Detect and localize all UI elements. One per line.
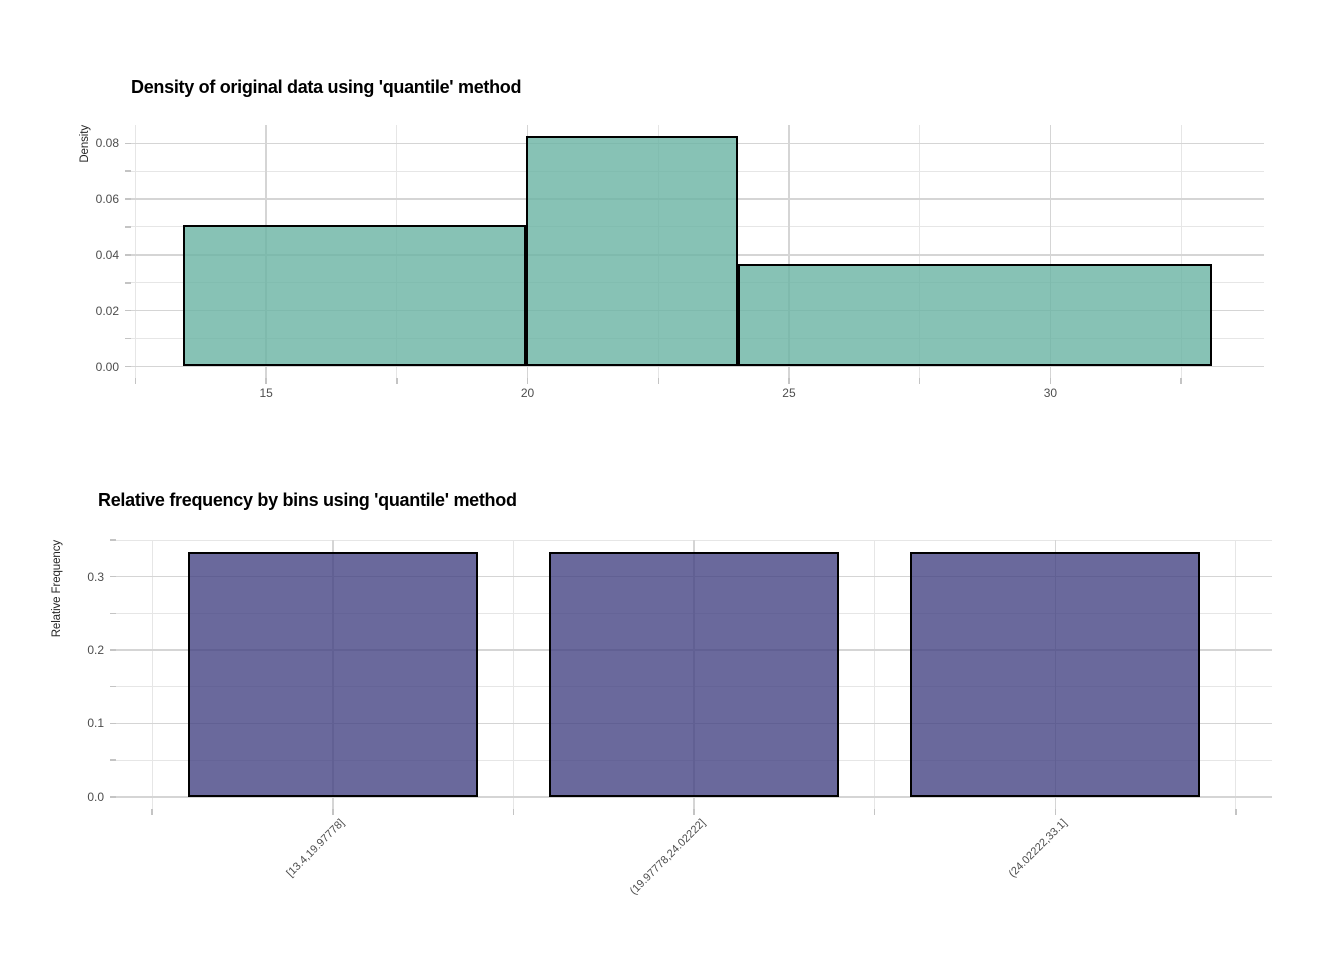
y-axis-tick-mark: [110, 575, 116, 578]
y-axis-tick-mark: [125, 142, 131, 144]
x-axis-tick-mark: [265, 378, 267, 384]
x-axis-tick-mark: [1054, 809, 1056, 815]
y-axis-tick-mark: [110, 539, 116, 541]
x-tick-label: 30: [1043, 386, 1058, 400]
x-axis-tick-mark: [134, 378, 137, 384]
x-axis-tick-mark: [1235, 809, 1237, 815]
y-axis-tick-mark: [110, 722, 116, 725]
y-tick-label: 0.3: [87, 569, 104, 584]
gridline-major-v: [1049, 125, 1052, 378]
y-tick-label: 0.2: [87, 643, 104, 658]
gridline-minor-v: [1235, 540, 1237, 809]
density-chart-title: Density of original data using 'quantile…: [131, 77, 522, 97]
x-axis-tick-mark: [693, 809, 695, 815]
gridline-minor-v: [134, 125, 136, 378]
y-axis-tick-mark: [125, 309, 131, 312]
x-axis-tick-mark: [151, 809, 153, 815]
x-tick-label: 15: [259, 386, 273, 400]
x-axis-tick-mark: [332, 809, 334, 815]
y-axis-tick-mark: [110, 649, 116, 651]
x-tick-label-rotated: (19.97778,24.02222]: [628, 817, 709, 898]
histogram-bar: [526, 136, 738, 367]
y-axis-tick-mark: [125, 226, 131, 228]
y-tick-label: 0.04: [95, 247, 119, 262]
y-axis-tick-mark: [125, 282, 131, 284]
x-tick-label: 25: [782, 386, 796, 400]
y-axis-tick-mark: [125, 198, 131, 200]
gridline-minor-v: [874, 540, 876, 809]
bar: [910, 552, 1201, 797]
relative-frequency-chart-title: Relative frequency by bins using 'quanti…: [98, 490, 517, 510]
y-tick-label: 0.06: [95, 192, 119, 207]
y-tick-label: 0.0: [87, 789, 104, 804]
y-axis-tick-mark: [110, 612, 116, 615]
gridline-minor-v: [919, 125, 921, 378]
y-tick-label: 0.00: [95, 359, 119, 374]
x-axis-tick-mark: [1180, 378, 1182, 384]
histogram-bar: [182, 225, 527, 367]
y-axis-tick-mark: [110, 796, 116, 798]
y-tick-label: 0.02: [95, 303, 119, 318]
histogram-bar: [737, 264, 1213, 367]
x-axis-tick-mark: [396, 378, 398, 384]
gridline-minor-v: [512, 540, 514, 809]
y-axis-tick-mark: [110, 685, 116, 688]
gridline-minor-v: [151, 540, 153, 809]
y-axis-tick-mark: [125, 337, 131, 340]
gridline-major-v: [788, 125, 790, 378]
y-axis-tick-mark: [110, 759, 116, 761]
x-axis-tick-mark: [526, 378, 529, 384]
bar: [187, 552, 478, 797]
relative-frequency-y-axis-title: Relative Frequency: [51, 540, 63, 638]
y-axis-tick-mark: [125, 365, 131, 368]
gridline-minor-v: [1180, 125, 1182, 378]
x-axis-tick-mark: [873, 809, 876, 815]
x-tick-label: 20: [520, 386, 535, 400]
gridline-major-h: [131, 365, 1264, 368]
bar: [549, 552, 839, 797]
x-axis-tick-mark: [657, 378, 660, 384]
x-tick-label-rotated: [13.4,19.97778]: [284, 817, 348, 880]
y-tick-label: 0.08: [95, 136, 119, 151]
x-tick-label-rotated: (24.02222,33.1]: [1006, 817, 1070, 880]
x-axis-tick-mark: [512, 809, 515, 815]
x-axis-tick-mark: [1049, 378, 1052, 384]
y-tick-label: 0.1: [87, 716, 104, 731]
x-axis-tick-mark: [788, 378, 790, 384]
y-axis-tick-mark: [125, 254, 131, 256]
x-axis-tick-mark: [918, 378, 921, 384]
y-axis-tick-mark: [125, 170, 131, 172]
